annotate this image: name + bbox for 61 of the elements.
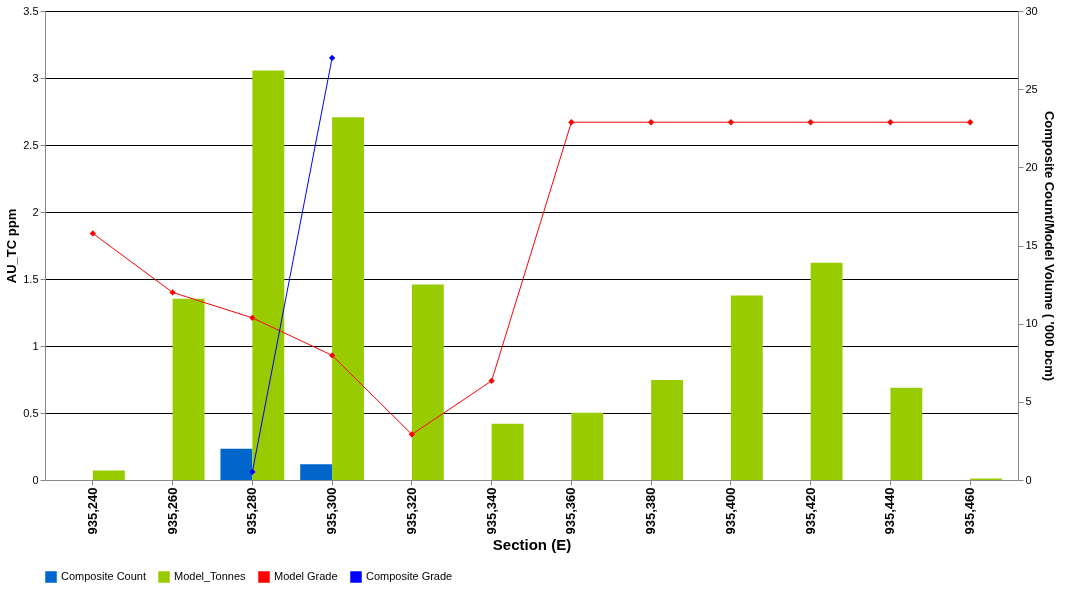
point [727, 119, 735, 126]
x-axis-title: Section (E) [492, 536, 572, 554]
point [328, 352, 336, 359]
point [408, 431, 416, 438]
x-tick-label: 935,300 [324, 487, 340, 535]
legend-label: Composite Count [61, 570, 146, 582]
point [647, 119, 655, 126]
point [887, 119, 894, 126]
point [568, 119, 575, 126]
x-tick-label: 935,340 [483, 487, 499, 535]
x-tick-label: 935,440 [882, 487, 898, 535]
legend-label: Composite Grade [366, 570, 453, 582]
y-tick-label: 2 [32, 205, 39, 218]
y-tick-label: 3 [32, 71, 39, 84]
point [249, 314, 256, 322]
legend-label: Model Grade [274, 570, 338, 582]
bar [92, 470, 125, 480]
x-tick-label: 935,320 [403, 487, 419, 535]
y-tick-label: 1 [32, 339, 39, 352]
bar [890, 387, 923, 480]
bar [220, 448, 253, 480]
bar [332, 117, 365, 480]
bar [491, 423, 524, 480]
y2-tick-label: 25 [1025, 82, 1038, 95]
y-axis-title: AU_TC ppm [4, 208, 20, 284]
y-tick-label: 1.5 [23, 272, 39, 285]
y2-tick-label: 10 [1025, 317, 1038, 330]
x-tick-label: 935,460 [962, 487, 978, 535]
x-tick-label: 935,420 [802, 487, 818, 535]
point [807, 119, 814, 126]
bar [252, 70, 285, 480]
x-tick-label: 935,260 [164, 487, 180, 535]
point [966, 119, 974, 126]
point [169, 289, 176, 296]
y-tick-label: 0 [32, 473, 39, 486]
x-tick-label: 935,400 [722, 487, 738, 535]
y2-tick-label: 30 [1025, 4, 1038, 17]
y2-axis-title: Composite Count/Model Volume ( '000 bcm) [1041, 110, 1057, 382]
x-tick-label: 935,380 [643, 487, 659, 535]
y-tick-label: 2.5 [23, 138, 39, 151]
bar [300, 464, 333, 480]
y2-tick-label: 5 [1025, 395, 1032, 408]
x-tick-label: 935,240 [84, 487, 100, 535]
bar [730, 295, 763, 480]
y2-tick-label: 0 [1025, 473, 1032, 486]
bar [571, 412, 604, 480]
x-tick-label: 935,360 [563, 487, 579, 535]
point [89, 230, 97, 237]
bar [172, 298, 205, 480]
x-tick-label: 935,280 [244, 487, 260, 535]
point [488, 377, 495, 384]
point [249, 468, 256, 476]
point [328, 54, 336, 62]
bar [411, 284, 444, 480]
bar [810, 262, 843, 480]
y2-tick-label: 20 [1025, 160, 1038, 173]
y2-tick-label: 15 [1025, 239, 1038, 251]
legend-label: Model_Tonnes [174, 570, 247, 582]
y-tick-label: 3.5 [23, 4, 39, 17]
bar [651, 379, 684, 480]
y-tick-label: 0.5 [23, 406, 39, 419]
